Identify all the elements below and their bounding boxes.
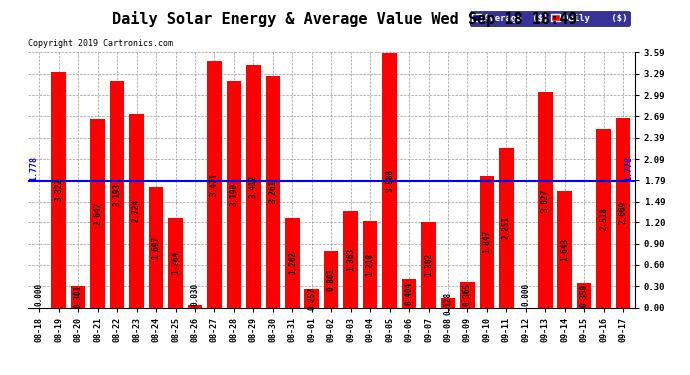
Bar (324, 251, 339, 308)
Text: 1.643: 1.643 (560, 238, 569, 261)
Bar (402, 279, 416, 308)
Text: 2.647: 2.647 (93, 202, 102, 225)
Bar (207, 61, 221, 308)
Text: Copyright 2019 Cartronics.com: Copyright 2019 Cartronics.com (28, 39, 172, 48)
Bar (90, 120, 105, 308)
Bar (149, 187, 164, 308)
Bar (558, 191, 572, 308)
Text: 1.264: 1.264 (171, 251, 180, 274)
Bar (363, 221, 377, 308)
Bar (480, 176, 494, 308)
Legend: Average  ($), Daily    ($): Average ($), Daily ($) (470, 11, 630, 26)
Text: 0.000: 0.000 (34, 283, 43, 306)
Text: 1.202: 1.202 (424, 253, 433, 276)
Bar (577, 283, 591, 308)
Bar (71, 286, 86, 308)
Text: Daily Solar Energy & Average Value Wed Sep 18 18:49: Daily Solar Energy & Average Value Wed S… (112, 11, 578, 27)
Text: 0.128: 0.128 (444, 291, 453, 315)
Text: 0.365: 0.365 (463, 283, 472, 306)
Bar (304, 289, 319, 308)
Bar (266, 76, 280, 307)
Bar (129, 114, 144, 308)
Text: 0.257: 0.257 (307, 287, 316, 310)
Text: 0.801: 0.801 (326, 267, 336, 291)
Text: 2.669: 2.669 (619, 201, 628, 224)
Text: 3.027: 3.027 (541, 188, 550, 211)
Bar (499, 148, 513, 308)
Text: 3.193: 3.193 (112, 183, 121, 206)
Text: 3.322: 3.322 (55, 178, 63, 201)
Bar (168, 218, 183, 308)
Bar (344, 211, 358, 308)
Text: 3.588: 3.588 (385, 168, 394, 192)
Text: 1.847: 1.847 (482, 230, 491, 254)
Bar (246, 65, 261, 308)
Text: 1.363: 1.363 (346, 248, 355, 271)
Bar (188, 305, 202, 308)
Bar (226, 81, 242, 308)
Bar (110, 81, 124, 308)
Bar (615, 118, 631, 308)
Text: 1.262: 1.262 (288, 251, 297, 274)
Text: 0.350: 0.350 (580, 284, 589, 307)
Text: 3.471: 3.471 (210, 172, 219, 196)
Bar (441, 298, 455, 307)
Bar (460, 282, 475, 308)
Bar (421, 222, 436, 308)
Bar (382, 53, 397, 308)
Text: 3.412: 3.412 (249, 175, 258, 198)
Text: 2.724: 2.724 (132, 199, 141, 222)
Text: 2.251: 2.251 (502, 216, 511, 239)
Bar (52, 72, 66, 308)
Text: 1.778: 1.778 (30, 156, 39, 181)
Text: 2.518: 2.518 (599, 207, 608, 230)
Bar (596, 129, 611, 308)
Text: 0.000: 0.000 (522, 283, 531, 306)
Text: 0.030: 0.030 (190, 283, 199, 306)
Text: 3.261: 3.261 (268, 180, 277, 203)
Bar (285, 218, 299, 308)
Text: 1.218: 1.218 (366, 253, 375, 276)
Text: 0.301: 0.301 (74, 285, 83, 308)
Text: 0.404: 0.404 (404, 282, 413, 305)
Text: 1.778: 1.778 (624, 156, 633, 181)
Bar (538, 93, 553, 308)
Text: 1.697: 1.697 (152, 236, 161, 259)
Text: 3.190: 3.190 (229, 183, 238, 206)
